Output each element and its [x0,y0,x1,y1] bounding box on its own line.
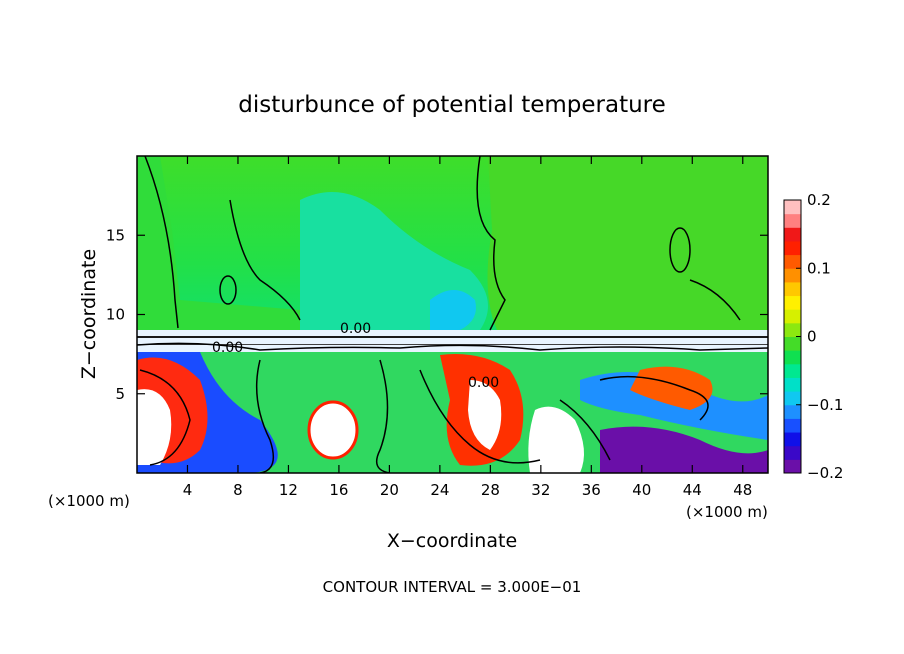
lower-red-region [630,366,713,410]
boundary-line [137,344,768,345]
colorbar-swatch [784,213,801,228]
contour-line [689,279,741,321]
contour-line [255,359,275,473]
contour-line [476,156,506,331]
contour-line [229,199,301,321]
x-tick-label: 40 [632,481,651,499]
y-tick-label: 5 [115,385,125,403]
contour-labels: 0.00 0.00 0.00 [212,321,499,391]
colorbar-ticks: 0.2 0.1 0 −0.1 −0.2 [796,191,843,482]
colorbar-swatch [784,418,801,433]
x-tick-label: 44 [683,481,702,499]
lower-white-region [528,406,584,473]
x-tick-label: 24 [430,481,449,499]
lower-white-region [468,380,502,450]
y-axis-label: Z−coordinate [78,249,100,379]
colorbar [784,200,801,474]
contour-label: 0.00 [212,340,243,356]
x-tick-label: 20 [380,481,399,499]
contour-line [137,342,768,351]
heatmap-field [137,156,768,473]
x-tick-label: 16 [329,481,348,499]
contour-lines [137,156,768,473]
colorbar-swatch [784,240,801,256]
lower-white-region [137,389,172,465]
contour-line [419,369,541,464]
y-axis: 5 10 15 [106,226,768,403]
colorbar-swatch [784,295,801,310]
contour-line [144,156,179,329]
colorbar-tick-label: −0.1 [807,396,843,414]
x-tick-label: 4 [183,481,193,499]
x-axis: 4 8 12 16 20 24 28 32 36 40 44 48 [183,156,752,499]
colorbar-swatch [784,227,801,242]
contour-line [669,227,691,273]
colorbar-swatch [784,200,801,215]
x-unit-right: (×1000 m) [686,503,768,521]
contour-line [559,399,611,461]
colorbar-tick-label: 0 [807,328,817,346]
colorbar-tick-label: −0.2 [807,464,843,482]
contour-line [219,275,237,305]
x-tick-label: 12 [279,481,298,499]
colorbar-tick-label: 0.1 [807,259,831,277]
lower-white-blob [307,400,359,460]
contour-line [139,369,191,466]
x-tick-label: 8 [233,481,243,499]
upper-right-region [487,156,768,336]
boundary-line [137,336,768,338]
colorbar-swatch [784,363,801,378]
colorbar-swatch [784,336,801,351]
colorbar-swatch [784,350,801,365]
colorbar-swatch [784,254,801,269]
chart-title: disturbunce of potential temperature [238,92,666,118]
contour-line [375,359,391,473]
x-axis-label: X−coordinate [387,530,517,552]
y-tick-label: 15 [106,226,125,244]
contour-label: 0.00 [340,321,371,337]
x-tick-label: 28 [481,481,500,499]
colorbar-swatch [784,391,801,406]
colorbar-swatch [784,432,801,447]
colorbar-swatch [784,377,801,392]
colorbar-swatch [784,322,801,337]
x-tick-label: 36 [582,481,601,499]
lower-purple-region [600,426,768,473]
y-tick-label: 10 [106,306,125,324]
contour-label: 0.00 [468,375,499,391]
lower-blue-region [580,372,768,440]
colorbar-swatch [784,445,801,460]
contour-interval-note: CONTOUR INTERVAL = 3.000E−01 [323,578,582,596]
contour-line [599,375,709,421]
colorbar-swatch [784,404,801,419]
colorbar-swatch [784,281,801,297]
x-tick-label: 32 [531,481,550,499]
x-unit-left: (×1000 m) [48,492,130,510]
colorbar-swatch [784,309,801,324]
upper-blue-spot [430,290,476,330]
x-tick-label: 48 [733,481,752,499]
colorbar-swatch [784,268,801,283]
colorbar-tick-label: 0.2 [807,191,831,209]
colorbar-swatch [784,459,801,474]
